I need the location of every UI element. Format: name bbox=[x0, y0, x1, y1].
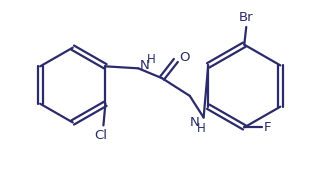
Text: H: H bbox=[147, 53, 156, 66]
Text: Cl: Cl bbox=[94, 129, 107, 142]
Text: N: N bbox=[190, 116, 200, 129]
Text: Br: Br bbox=[239, 11, 253, 24]
Text: F: F bbox=[264, 121, 271, 134]
Text: H: H bbox=[197, 122, 205, 135]
Text: N: N bbox=[140, 59, 150, 72]
Text: O: O bbox=[179, 51, 189, 64]
